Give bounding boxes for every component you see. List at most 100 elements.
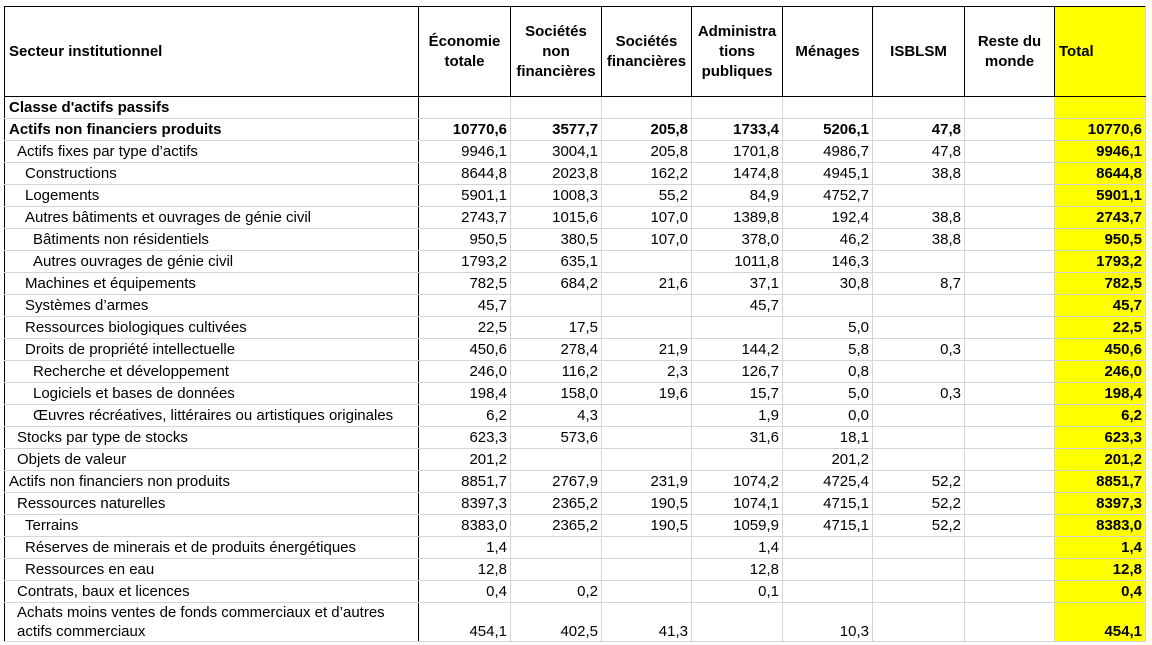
value-cell[interactable]: 205,8 bbox=[601, 140, 692, 163]
value-cell[interactable]: 378,0 bbox=[691, 228, 783, 251]
value-cell[interactable]: 12,8 bbox=[691, 558, 783, 581]
total-cell[interactable]: 198,4 bbox=[1054, 382, 1146, 405]
value-cell[interactable]: 38,8 bbox=[872, 206, 965, 229]
value-cell[interactable]: 8851,7 bbox=[418, 470, 511, 493]
value-cell[interactable]: 107,0 bbox=[601, 206, 692, 229]
value-cell[interactable] bbox=[601, 536, 692, 559]
value-cell[interactable] bbox=[872, 184, 965, 207]
value-cell[interactable]: 2767,9 bbox=[510, 470, 602, 493]
row-label[interactable]: Ressources naturelles bbox=[4, 492, 419, 515]
value-cell[interactable] bbox=[601, 404, 692, 427]
total-cell[interactable]: 1,4 bbox=[1054, 536, 1146, 559]
value-cell[interactable]: 246,0 bbox=[418, 360, 511, 383]
value-cell[interactable]: 146,3 bbox=[782, 250, 873, 273]
value-cell[interactable]: 1015,6 bbox=[510, 206, 602, 229]
value-cell[interactable] bbox=[872, 360, 965, 383]
value-cell[interactable] bbox=[964, 184, 1055, 207]
total-cell[interactable] bbox=[1054, 96, 1146, 119]
total-cell[interactable]: 12,8 bbox=[1054, 558, 1146, 581]
value-cell[interactable]: 1474,8 bbox=[691, 162, 783, 185]
value-cell[interactable] bbox=[782, 536, 873, 559]
value-cell[interactable]: 116,2 bbox=[510, 360, 602, 383]
value-cell[interactable]: 0,3 bbox=[872, 338, 965, 361]
value-cell[interactable]: 2743,7 bbox=[418, 206, 511, 229]
total-cell[interactable]: 623,3 bbox=[1054, 426, 1146, 449]
value-cell[interactable] bbox=[964, 580, 1055, 603]
total-cell[interactable]: 450,6 bbox=[1054, 338, 1146, 361]
total-cell[interactable]: 1793,2 bbox=[1054, 250, 1146, 273]
value-cell[interactable] bbox=[964, 360, 1055, 383]
value-cell[interactable] bbox=[510, 448, 602, 471]
value-cell[interactable] bbox=[964, 470, 1055, 493]
row-label[interactable]: Réserves de minerais et de produits éner… bbox=[4, 536, 419, 559]
value-cell[interactable]: 22,5 bbox=[418, 316, 511, 339]
value-cell[interactable]: 6,2 bbox=[418, 404, 511, 427]
value-cell[interactable]: 454,1 bbox=[418, 602, 511, 642]
value-cell[interactable]: 1733,4 bbox=[691, 118, 783, 141]
value-cell[interactable] bbox=[964, 536, 1055, 559]
value-cell[interactable]: 1074,2 bbox=[691, 470, 783, 493]
value-cell[interactable]: 5,0 bbox=[782, 382, 873, 405]
value-cell[interactable]: 4945,1 bbox=[782, 162, 873, 185]
value-cell[interactable] bbox=[964, 294, 1055, 317]
value-cell[interactable] bbox=[872, 602, 965, 642]
value-cell[interactable] bbox=[872, 316, 965, 339]
value-cell[interactable] bbox=[510, 294, 602, 317]
value-cell[interactable]: 1,9 bbox=[691, 404, 783, 427]
header-isblsm[interactable]: ISBLSM bbox=[872, 6, 965, 97]
row-label[interactable]: Bâtiments non résidentiels bbox=[4, 228, 419, 251]
value-cell[interactable]: 3577,7 bbox=[510, 118, 602, 141]
total-cell[interactable]: 10770,6 bbox=[1054, 118, 1146, 141]
value-cell[interactable] bbox=[418, 96, 511, 119]
total-cell[interactable]: 5901,1 bbox=[1054, 184, 1146, 207]
value-cell[interactable] bbox=[601, 250, 692, 273]
total-cell[interactable]: 8644,8 bbox=[1054, 162, 1146, 185]
header-total[interactable]: Total bbox=[1054, 6, 1146, 97]
value-cell[interactable] bbox=[691, 316, 783, 339]
row-label[interactable]: Logiciels et bases de données bbox=[4, 382, 419, 405]
value-cell[interactable]: 1,4 bbox=[418, 536, 511, 559]
value-cell[interactable] bbox=[601, 558, 692, 581]
value-cell[interactable]: 402,5 bbox=[510, 602, 602, 642]
value-cell[interactable]: 4715,1 bbox=[782, 514, 873, 537]
value-cell[interactable] bbox=[601, 96, 692, 119]
value-cell[interactable]: 144,2 bbox=[691, 338, 783, 361]
row-label[interactable]: Systèmes d’armes bbox=[4, 294, 419, 317]
value-cell[interactable] bbox=[964, 448, 1055, 471]
value-cell[interactable]: 8383,0 bbox=[418, 514, 511, 537]
row-label[interactable]: Contrats, baux et licences bbox=[4, 580, 419, 603]
row-label[interactable]: Ressources en eau bbox=[4, 558, 419, 581]
total-cell[interactable]: 0,4 bbox=[1054, 580, 1146, 603]
value-cell[interactable] bbox=[872, 404, 965, 427]
row-label[interactable]: Terrains bbox=[4, 514, 419, 537]
value-cell[interactable] bbox=[964, 426, 1055, 449]
value-cell[interactable] bbox=[782, 558, 873, 581]
value-cell[interactable] bbox=[964, 162, 1055, 185]
row-label[interactable]: Œuvres récréatives, littéraires ou artis… bbox=[4, 404, 419, 427]
value-cell[interactable]: 30,8 bbox=[782, 272, 873, 295]
value-cell[interactable] bbox=[964, 140, 1055, 163]
header-societes-non-financieres[interactable]: Sociétés non financières bbox=[510, 6, 602, 97]
value-cell[interactable]: 573,6 bbox=[510, 426, 602, 449]
value-cell[interactable]: 684,2 bbox=[510, 272, 602, 295]
value-cell[interactable]: 1701,8 bbox=[691, 140, 783, 163]
total-cell[interactable]: 2743,7 bbox=[1054, 206, 1146, 229]
value-cell[interactable]: 1389,8 bbox=[691, 206, 783, 229]
row-label[interactable]: Objets de valeur bbox=[4, 448, 419, 471]
row-label[interactable]: Logements bbox=[4, 184, 419, 207]
value-cell[interactable]: 1008,3 bbox=[510, 184, 602, 207]
value-cell[interactable]: 17,5 bbox=[510, 316, 602, 339]
total-cell[interactable]: 8851,7 bbox=[1054, 470, 1146, 493]
value-cell[interactable]: 10770,6 bbox=[418, 118, 511, 141]
value-cell[interactable]: 46,2 bbox=[782, 228, 873, 251]
value-cell[interactable]: 1,4 bbox=[691, 536, 783, 559]
total-cell[interactable]: 45,7 bbox=[1054, 294, 1146, 317]
value-cell[interactable]: 4,3 bbox=[510, 404, 602, 427]
value-cell[interactable] bbox=[782, 96, 873, 119]
value-cell[interactable]: 3004,1 bbox=[510, 140, 602, 163]
value-cell[interactable] bbox=[691, 602, 783, 642]
total-cell[interactable]: 22,5 bbox=[1054, 316, 1146, 339]
value-cell[interactable]: 1011,8 bbox=[691, 250, 783, 273]
value-cell[interactable]: 192,4 bbox=[782, 206, 873, 229]
value-cell[interactable]: 45,7 bbox=[418, 294, 511, 317]
